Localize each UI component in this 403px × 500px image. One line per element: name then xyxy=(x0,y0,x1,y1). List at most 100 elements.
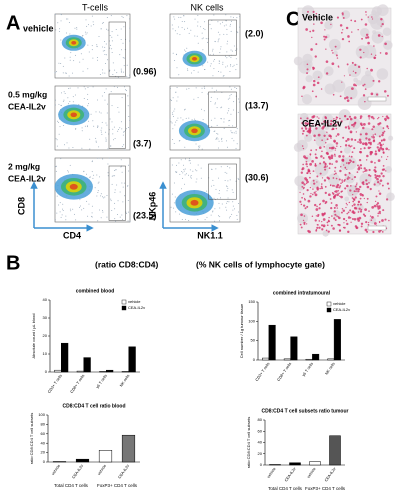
stain-dot xyxy=(350,97,353,100)
stain-dot xyxy=(336,133,340,136)
flow-event xyxy=(175,91,177,93)
stain-dot xyxy=(312,193,314,196)
stain-dot xyxy=(369,153,372,156)
flow-event xyxy=(228,120,230,122)
flow-event xyxy=(114,138,116,140)
flow-event xyxy=(123,144,125,146)
flow-event xyxy=(212,210,214,212)
flow-event xyxy=(214,130,216,132)
tissue-texture xyxy=(347,63,362,78)
flow-event xyxy=(178,74,180,76)
stain-dot xyxy=(314,203,317,207)
flow-event xyxy=(225,14,227,16)
stain-dot xyxy=(349,74,351,76)
tissue-texture xyxy=(323,66,334,77)
flow-event xyxy=(69,56,71,58)
stain-dot xyxy=(335,204,338,207)
flow-event xyxy=(204,21,206,23)
flow-event xyxy=(217,133,219,135)
stain-dot xyxy=(356,182,358,184)
stain-dot xyxy=(302,188,305,190)
flow-event xyxy=(178,26,180,28)
stain-dot xyxy=(342,29,344,31)
stain-dot xyxy=(346,212,349,215)
flow-event xyxy=(119,216,121,218)
stain-dot xyxy=(324,162,327,165)
flow-event xyxy=(226,172,228,174)
flow-event xyxy=(197,25,199,27)
axis-label: CD8 xyxy=(16,197,26,215)
flow-event xyxy=(122,131,124,133)
stain-dot xyxy=(335,177,338,180)
panel-label: B xyxy=(6,252,20,274)
flow-event xyxy=(232,125,234,127)
flow-event xyxy=(105,131,107,133)
flow-event xyxy=(63,124,65,126)
stain-dot xyxy=(360,147,362,150)
flow-event xyxy=(198,145,200,147)
flow-event xyxy=(117,107,119,109)
stain-dot xyxy=(359,164,363,167)
flow-event xyxy=(75,219,77,221)
flow-event xyxy=(237,111,239,113)
flow-event xyxy=(213,130,215,132)
stain-dot xyxy=(301,132,304,135)
flow-event xyxy=(197,97,199,99)
flow-event xyxy=(119,54,121,56)
stain-dot xyxy=(348,201,351,204)
stain-dot xyxy=(335,142,339,145)
flow-event xyxy=(122,57,124,59)
flow-event xyxy=(202,119,204,121)
flow-event xyxy=(89,85,91,87)
stain-dot xyxy=(366,201,368,204)
stain-dot xyxy=(323,145,326,148)
flow-event xyxy=(239,26,241,28)
flow-event xyxy=(184,21,186,23)
flow-event xyxy=(113,126,115,128)
flow-event xyxy=(218,193,220,195)
y-tick-label: 150 xyxy=(248,299,255,304)
flow-event xyxy=(105,63,107,65)
stain-dot xyxy=(301,95,303,97)
flow-event xyxy=(173,110,175,112)
flow-event xyxy=(91,205,93,207)
stain-dot xyxy=(320,187,324,190)
flow-event xyxy=(230,49,232,51)
stain-dot xyxy=(365,14,367,16)
stain-dot xyxy=(333,196,336,199)
stain-dot xyxy=(314,55,317,58)
legend-label: CEA-IL2v xyxy=(333,307,350,312)
stain-dot xyxy=(352,200,355,203)
flow-event xyxy=(96,157,98,159)
flow-event xyxy=(186,68,188,70)
flow-event xyxy=(176,100,178,102)
stain-dot xyxy=(353,116,357,119)
stain-dot xyxy=(312,29,315,32)
flow-event xyxy=(223,127,225,129)
flow-event xyxy=(91,216,93,218)
flow-event xyxy=(121,171,123,173)
flow-event xyxy=(197,164,199,166)
flow-event xyxy=(121,49,123,51)
flow-event xyxy=(214,208,216,210)
stain-dot xyxy=(313,134,316,138)
flow-event xyxy=(224,55,226,57)
flow-event xyxy=(215,138,217,140)
stain-dot xyxy=(354,185,357,188)
flow-event xyxy=(122,186,124,188)
flow-event xyxy=(97,125,99,127)
stain-dot xyxy=(364,142,368,145)
stain-dot xyxy=(343,75,346,77)
flow-event xyxy=(93,125,95,127)
panel-header: (ratio CD8:CD4) xyxy=(95,259,158,269)
y-axis-label: Absolute count / µL blood xyxy=(31,313,36,358)
flow-event xyxy=(63,91,65,93)
flow-event xyxy=(178,16,180,18)
stain-dot xyxy=(321,122,323,125)
tissue-texture xyxy=(353,77,358,83)
flow-event xyxy=(201,108,203,110)
stain-dot xyxy=(333,153,336,156)
flow-event xyxy=(230,20,232,22)
stain-dot xyxy=(306,68,309,71)
stain-dot xyxy=(323,166,326,169)
